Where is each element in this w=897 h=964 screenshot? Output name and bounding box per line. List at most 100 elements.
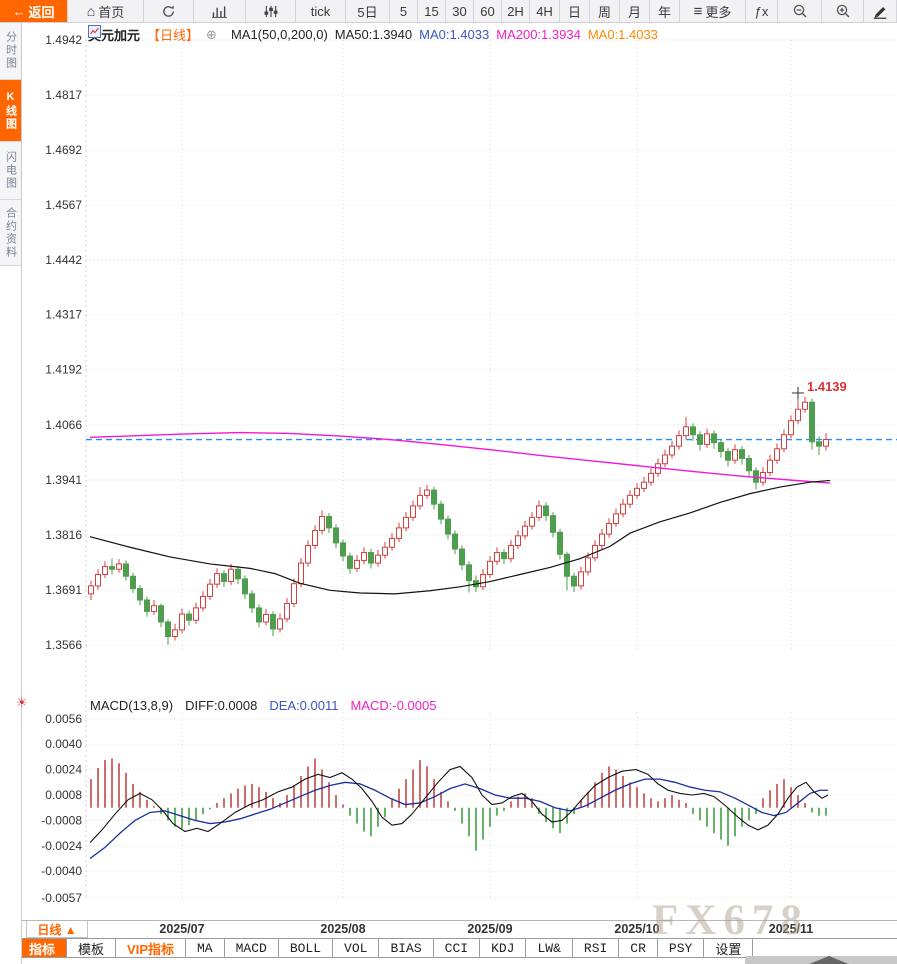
ma-formula: MA1(50,0,200,0) bbox=[230, 27, 328, 42]
home-button[interactable]: ⌂ 首页 bbox=[68, 0, 144, 22]
tab-LW&[interactable]: LW& bbox=[526, 939, 573, 958]
candle-body bbox=[781, 434, 787, 450]
60min-button[interactable]: 60 bbox=[474, 0, 502, 22]
candle-body bbox=[466, 564, 472, 582]
scroll-up-arrow-icon[interactable] bbox=[807, 956, 851, 964]
candle-body bbox=[697, 434, 703, 445]
macd-axis-label: 0.0056 bbox=[45, 712, 82, 726]
price-axis-label: 1.3816 bbox=[45, 528, 82, 542]
sidebar-item-chart-mode[interactable]: 分时图 bbox=[0, 22, 21, 80]
macd-value: MACD:-0.0005 bbox=[350, 698, 437, 713]
tab-CCI[interactable]: CCI bbox=[433, 939, 481, 958]
15min-button[interactable]: 15 bbox=[418, 0, 446, 22]
tick-button[interactable]: tick bbox=[296, 0, 346, 22]
candle-body bbox=[711, 433, 717, 444]
candle-body bbox=[557, 531, 563, 555]
zoom-in-icon bbox=[835, 3, 851, 19]
candle-body bbox=[767, 459, 773, 474]
ma50-value: MA50:1.3940 bbox=[334, 27, 413, 42]
candle-body bbox=[340, 542, 346, 557]
candle-body bbox=[704, 433, 710, 445]
candle-body bbox=[137, 588, 143, 601]
back-button[interactable]: ← 返回 bbox=[0, 0, 68, 22]
candle-body bbox=[648, 472, 654, 483]
tab-PSY[interactable]: PSY bbox=[657, 939, 705, 958]
more-button[interactable]: ≡ 更多 bbox=[680, 0, 746, 22]
x-axis-date-label: 2025/07 bbox=[159, 922, 205, 936]
price-axis-label: 1.4066 bbox=[45, 418, 82, 432]
candle-body bbox=[669, 445, 675, 456]
x-axis-date-label: 2025/08 bbox=[320, 922, 366, 936]
yearly-button[interactable]: 年 bbox=[650, 0, 680, 22]
candle-chart-button[interactable] bbox=[246, 0, 296, 22]
tab-BOLL[interactable]: BOLL bbox=[278, 939, 334, 958]
period-selector[interactable]: 日线 ▲ bbox=[26, 921, 88, 938]
macd-axis-label: 0.0040 bbox=[45, 737, 82, 751]
candle-body bbox=[228, 568, 234, 583]
draw-button[interactable] bbox=[864, 0, 897, 22]
monthly-button[interactable]: 月 bbox=[620, 0, 650, 22]
bar-chart-button[interactable] bbox=[194, 0, 246, 22]
toolbar-label: 更多 bbox=[705, 4, 732, 20]
back-arrow-icon: ← bbox=[12, 3, 26, 19]
tab-指标[interactable]: 指标 bbox=[18, 939, 68, 958]
candle-body bbox=[823, 439, 829, 447]
refresh-button[interactable] bbox=[144, 0, 194, 22]
candle-body bbox=[739, 449, 745, 459]
2hour-button[interactable]: 2H bbox=[502, 0, 530, 22]
tab-RSI[interactable]: RSI bbox=[572, 939, 620, 958]
expand-icon[interactable]: ⊕ bbox=[206, 26, 217, 42]
tab-设置[interactable]: 设置 bbox=[704, 939, 754, 958]
weekly-button[interactable]: 周 bbox=[590, 0, 620, 22]
candle-body bbox=[130, 575, 136, 590]
tab-VIP指标[interactable]: VIP指标 bbox=[116, 939, 186, 958]
candle-body bbox=[515, 535, 521, 546]
candle-body bbox=[221, 573, 227, 583]
candle-body bbox=[501, 552, 507, 560]
macd-axis-label: -0.0057 bbox=[41, 891, 82, 905]
fx-indicator-button[interactable]: ƒx bbox=[746, 0, 778, 22]
sidebar-item-active[interactable]: K线图 bbox=[0, 80, 21, 142]
tab-CR[interactable]: CR bbox=[619, 939, 658, 958]
macd-diff-line bbox=[89, 765, 829, 843]
price-axis-label: 1.4567 bbox=[45, 198, 82, 212]
candle-body bbox=[641, 481, 647, 489]
candle-body bbox=[319, 515, 325, 532]
tab-KDJ[interactable]: KDJ bbox=[480, 939, 527, 958]
tab-BIAS[interactable]: BIAS bbox=[379, 939, 434, 958]
candle-body bbox=[732, 449, 738, 461]
5day-button[interactable]: 5日 bbox=[346, 0, 390, 22]
tab-VOL[interactable]: VOL bbox=[333, 939, 380, 958]
30min-button[interactable]: 30 bbox=[446, 0, 474, 22]
tab-模板[interactable]: 模板 bbox=[67, 939, 117, 958]
sidebar-item-chart-mode[interactable]: 闪电图 bbox=[0, 142, 21, 200]
horizontal-scrollbar[interactable] bbox=[745, 956, 897, 964]
5min-button[interactable]: 5 bbox=[390, 0, 418, 22]
candle-body bbox=[193, 607, 199, 621]
candle-body bbox=[249, 593, 255, 609]
candle-body bbox=[690, 426, 696, 436]
toolbar-label: 4H bbox=[536, 3, 553, 19]
daily-button[interactable]: 日 bbox=[560, 0, 590, 22]
candle-body bbox=[536, 505, 542, 518]
candle-body bbox=[382, 546, 388, 556]
candle-body bbox=[431, 489, 437, 505]
toolbar-label: 日 bbox=[567, 4, 581, 20]
zoom-out-button[interactable] bbox=[778, 0, 822, 22]
toolbar-label: 月 bbox=[627, 4, 641, 20]
candle-body bbox=[543, 505, 549, 517]
tab-MACD[interactable]: MACD bbox=[224, 939, 279, 958]
tab-MA[interactable]: MA bbox=[186, 939, 225, 958]
sidebar-item-chart-mode[interactable]: 合约资料 bbox=[0, 200, 21, 266]
4hour-button[interactable]: 4H bbox=[530, 0, 560, 22]
price-axis-label: 1.4192 bbox=[45, 363, 82, 377]
bar-chart-icon bbox=[211, 5, 228, 18]
toolbar-label: 15 bbox=[424, 3, 439, 19]
indicator-settings-icon[interactable]: ☀ bbox=[16, 695, 28, 710]
candle-body bbox=[788, 420, 794, 436]
candle-body bbox=[333, 527, 339, 544]
zoom-in-button[interactable] bbox=[822, 0, 864, 22]
candles-icon bbox=[263, 5, 279, 18]
candle-body bbox=[480, 574, 486, 588]
toolbar-label: 返回 bbox=[28, 4, 55, 20]
